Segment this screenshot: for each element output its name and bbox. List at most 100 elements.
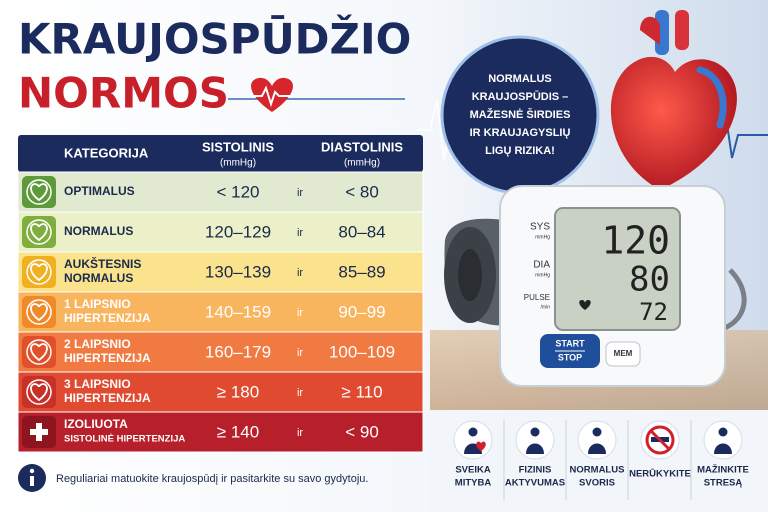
row-joiner: ir [297, 187, 303, 199]
row-diastolic: 100–109 [329, 342, 395, 361]
start-label: START [555, 338, 585, 348]
row-systolic: 120–129 [205, 222, 271, 241]
mem-label: MEM [614, 349, 633, 358]
heart-ecg [252, 85, 292, 108]
tip-icon-bg [577, 420, 617, 460]
icon-heart [30, 343, 48, 362]
table-row [17, 371, 424, 413]
cuff-hole [458, 249, 482, 301]
heart [610, 56, 737, 190]
bubble-line: LIGŲ RIZIKA! [485, 145, 555, 157]
pulse-heart [579, 300, 591, 310]
tip-icon-bg [515, 420, 555, 460]
row-diastolic: < 80 [345, 182, 379, 201]
tip-label: SVEIKA [455, 465, 491, 476]
icon-ring [26, 379, 52, 405]
row-diastolic: ≥ 110 [341, 382, 382, 401]
cross [36, 423, 42, 441]
row-category: NORMALUS [64, 271, 133, 285]
info-glyph [30, 476, 34, 486]
vessel [675, 10, 689, 50]
bubble-line: NORMALUS [488, 73, 552, 85]
icon-heart [30, 223, 48, 242]
row-category: HIPERTENZIJA [64, 351, 151, 365]
no-smoking-bar [649, 429, 671, 451]
row-category: 2 LAIPSNIO [64, 337, 131, 351]
tips: SVEIKA MITYBA FIZINIS AKTYVUMAS NORMALUS SVOR… [453, 420, 749, 500]
bubble-line: MAŽESNĖ ŠIRDIES [470, 108, 571, 121]
icon-ring [26, 299, 52, 325]
row-joiner: ir [297, 267, 303, 279]
header-systolic: SISTOLINIS [202, 139, 274, 154]
bubble-line: KRAUJOSPŪDIS – [472, 91, 569, 103]
header-diastolic: DIASTOLINIS [321, 139, 403, 154]
tip-figure-body [714, 443, 732, 454]
tip-figure-body [588, 443, 606, 454]
bubble-line: IR KRAUJAGYSLIŲ [470, 127, 571, 139]
row-systolic: ≥ 140 [217, 422, 259, 441]
lcd-dia: 80 [629, 260, 670, 300]
row-diastolic: 90–99 [338, 302, 385, 321]
note: Reguliariai matuokite kraujospūdį ir pas… [56, 473, 368, 485]
title: KRAUJOSPŪDŽIO [18, 14, 411, 64]
vessel [696, 66, 727, 129]
lcd-screen [554, 207, 681, 331]
stop-label: STOP [558, 352, 582, 362]
header-unit: (mmHg) [344, 158, 380, 169]
monitor: SYS mmHg DIA mmHg PULSE /min 120 80 72 S… [499, 185, 726, 387]
lcd-pulse: 72 [639, 298, 668, 326]
icon-heart [30, 263, 48, 282]
heart-illustration [610, 10, 737, 190]
tip-label: MAŽINKITE [697, 464, 749, 476]
tip-label: STRESĄ [704, 478, 743, 489]
table-row [17, 331, 424, 373]
info-glyph [29, 468, 35, 474]
row-joiner: ir [297, 427, 303, 439]
tip-figure-head [468, 427, 478, 437]
tip-figure-body [526, 443, 544, 454]
bubble-text: NORMALUS KRAUJOSPŪDIS – MAŽESNĖ ŠIRDIES IR … [470, 73, 571, 157]
vessel [640, 16, 660, 45]
header-category: KATEGORIJA [64, 145, 149, 160]
icon-heart [30, 183, 48, 202]
table-row [17, 291, 424, 333]
row-category: IZOLIUOTA [64, 417, 128, 431]
title: NORMOS [18, 69, 229, 118]
row-diastolic: 80–84 [338, 222, 385, 241]
row-systolic: < 120 [216, 182, 259, 201]
row-category: SISTOLINĖ HIPERTENZIJA [64, 434, 185, 445]
no-smoking [645, 425, 675, 455]
row-diastolic: < 90 [345, 422, 379, 441]
sys-unit: mmHg [535, 234, 550, 240]
icon-ring [26, 219, 52, 245]
tip-figure-head [592, 427, 602, 437]
row-category: NORMALUS [64, 224, 133, 238]
row-diastolic: 85–89 [338, 262, 385, 281]
tip-label: FIZINIS [519, 465, 552, 476]
table-header [18, 135, 423, 172]
row-category: 1 LAIPSNIO [64, 297, 131, 311]
icon-ring [26, 259, 52, 285]
tip-label: NORMALUS [570, 465, 625, 476]
mem-button[interactable] [605, 341, 641, 367]
icon-heart [30, 303, 48, 322]
row-systolic: 160–179 [205, 342, 271, 361]
pulse-label: PULSE [524, 293, 550, 302]
icon-ring [26, 179, 52, 205]
row-systolic: ≥ 180 [217, 382, 259, 401]
table-row [17, 171, 424, 213]
lcd-sys: 120 [601, 219, 670, 263]
header-unit: (mmHg) [220, 158, 256, 169]
row-joiner: ir [297, 347, 303, 359]
tip-heart [476, 441, 486, 452]
sys-label: SYS [530, 222, 550, 233]
row-category: HIPERTENZIJA [64, 311, 151, 325]
icon-ring [26, 339, 52, 365]
table-row [17, 411, 424, 453]
tip-label: NERŪKYKITE [629, 469, 691, 480]
row-joiner: ir [297, 227, 303, 239]
tip-icon-bg [703, 420, 743, 460]
